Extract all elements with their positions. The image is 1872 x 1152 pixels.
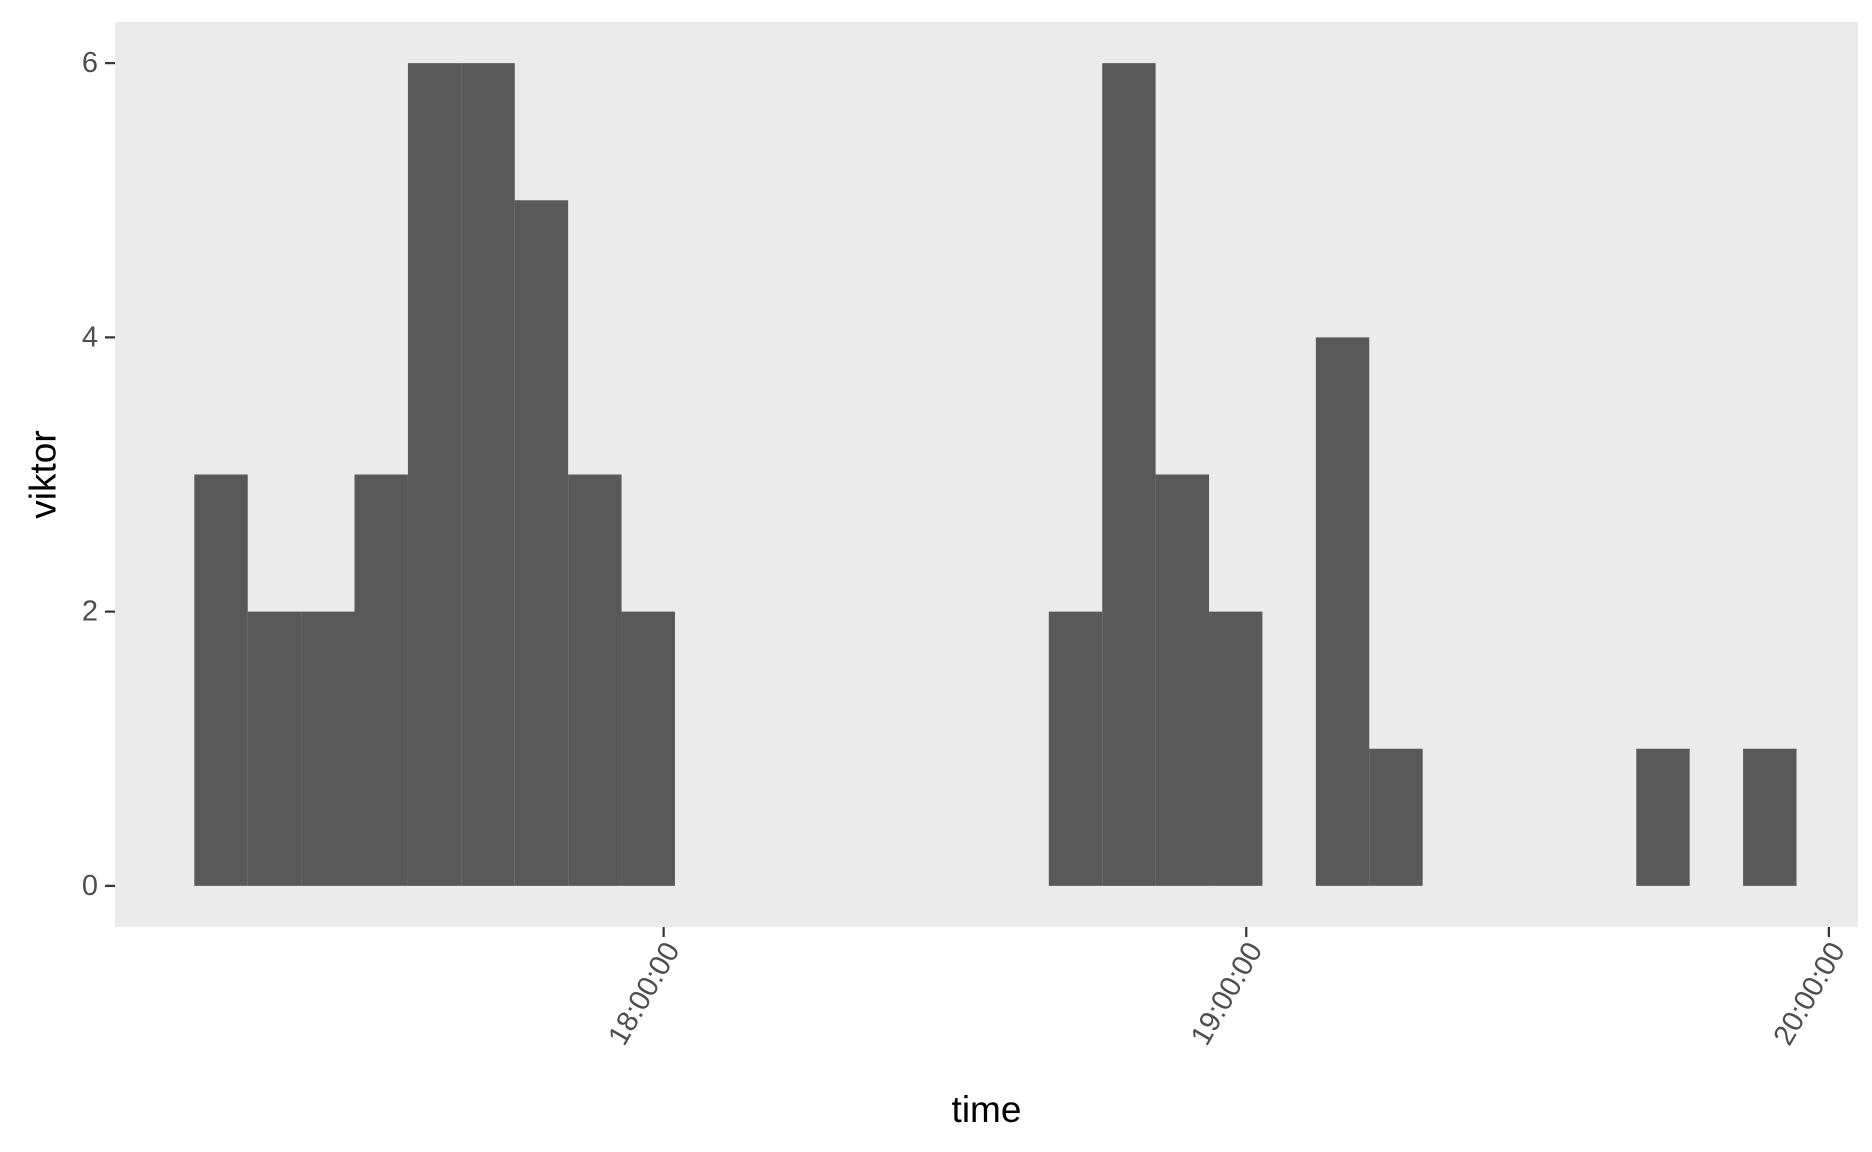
histogram-bar <box>1102 63 1156 886</box>
y-tick-label: 2 <box>82 596 98 628</box>
y-axis-title: viktor <box>23 430 64 518</box>
histogram-bar <box>1155 474 1210 886</box>
histogram-bar <box>1369 748 1423 886</box>
histogram-bar <box>407 63 462 886</box>
histogram-bar <box>1743 748 1797 886</box>
y-axis: 0 2 4 6 <box>82 47 115 902</box>
histogram-bar <box>354 474 408 886</box>
x-tick-label: 18:00:00 <box>602 937 686 1051</box>
histogram-bar <box>514 200 569 886</box>
histogram-bar <box>247 611 302 886</box>
histogram-bar <box>194 474 248 886</box>
histogram-bar <box>1048 611 1103 886</box>
histogram-bar <box>621 611 675 886</box>
x-tick-label: 19:00:00 <box>1185 937 1269 1051</box>
y-tick-label: 4 <box>82 321 98 353</box>
histogram-bar <box>1209 611 1263 886</box>
histogram-bar <box>461 63 515 886</box>
y-tick-label: 0 <box>82 870 98 902</box>
y-tick-label: 6 <box>82 47 98 79</box>
histogram-bar <box>1636 748 1690 886</box>
histogram-bar <box>568 474 622 886</box>
x-axis-title: time <box>952 1089 1022 1130</box>
histogram-bar <box>301 611 355 886</box>
bars-layer <box>194 63 1797 886</box>
x-tick-label: 20:00:00 <box>1768 937 1852 1051</box>
x-axis: 18:00:00 19:00:00 20:00:00 <box>602 927 1852 1051</box>
histogram-bar <box>1315 337 1370 886</box>
